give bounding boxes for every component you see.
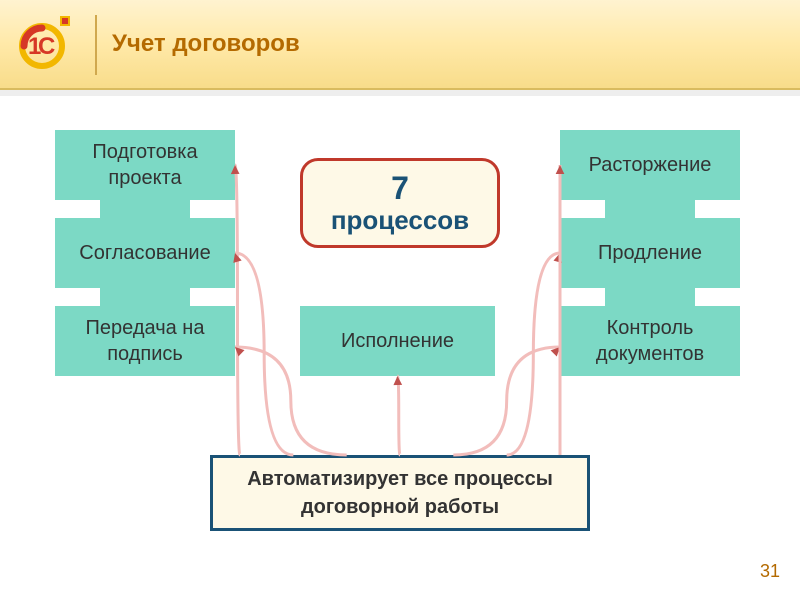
- connector-right-1: [605, 288, 695, 306]
- process-left-1: Согласование: [55, 218, 235, 288]
- process-right-2: Контрольдокументов: [560, 306, 740, 376]
- highlight-word: процессов: [331, 206, 469, 235]
- process-left-2: Передача наподпись: [55, 306, 235, 376]
- diagram-boxes-layer: Подготовкапроекта Согласование Передача на…: [0, 0, 800, 600]
- highlight-seven-processes: 7процессов: [300, 158, 500, 248]
- process-right-1: Продление: [560, 218, 740, 288]
- connector-left-0: [100, 200, 190, 218]
- process-left-0: Подготовкапроекта: [55, 130, 235, 200]
- highlight-number: 7: [391, 171, 409, 206]
- connector-left-1: [100, 288, 190, 306]
- process-center: Исполнение: [300, 306, 495, 376]
- process-right-0: Расторжение: [560, 130, 740, 200]
- connector-right-0: [605, 200, 695, 218]
- bottom-summary: Автоматизирует все процессыдоговорной ра…: [210, 455, 590, 531]
